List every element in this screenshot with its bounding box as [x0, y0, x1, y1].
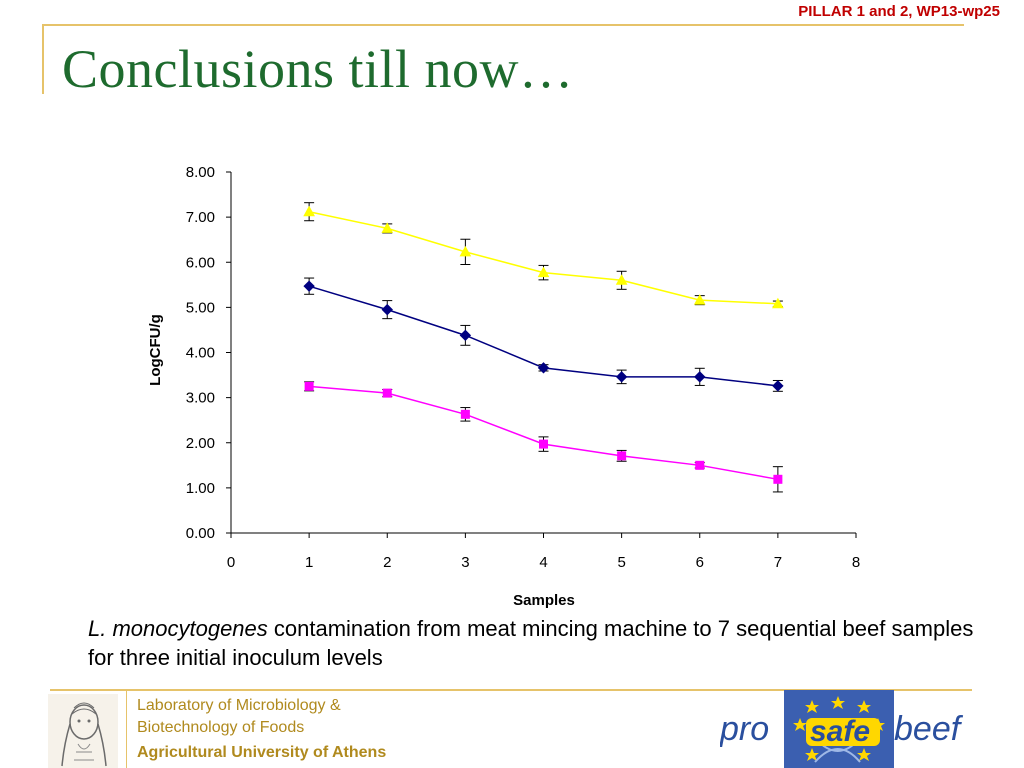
slide-title: Conclusions till now… — [62, 39, 574, 99]
left-rule — [42, 24, 44, 94]
x-tick-label: 1 — [305, 554, 313, 571]
chart-axes: 0.00 1.00 2.00 3.00 4.00 5.00 6.00 7.00 8.00 0 1 2 3… — [186, 164, 860, 571]
x-tick-label: 3 — [461, 554, 469, 571]
x-tick-label: 6 — [696, 554, 704, 571]
chart-caption: L. monocytogenes contamination from meat… — [88, 614, 988, 672]
chart: 0.00 1.00 2.00 3.00 4.00 5.00 6.00 7.00 8.00 0 1 2 3… — [147, 164, 860, 609]
y-tick-label: 6.00 — [186, 254, 215, 271]
lab-name-line2: Biotechnology of Foods — [137, 719, 305, 736]
caption-text: contamination from meat mincing machine … — [88, 616, 974, 670]
data-point — [459, 329, 472, 342]
y-tick-label: 4.00 — [186, 345, 215, 362]
series-line — [309, 385, 779, 481]
university-name: Agricultural University of Athens — [137, 744, 387, 761]
chart-series — [303, 202, 784, 493]
y-tick-label: 3.00 — [186, 390, 215, 407]
data-point — [381, 222, 394, 233]
y-tick-label: 1.00 — [186, 480, 215, 497]
footer-separator — [126, 689, 127, 768]
y-tick-label: 8.00 — [186, 164, 215, 181]
y-tick-label: 5.00 — [186, 299, 215, 316]
data-point — [460, 409, 470, 419]
top-rule — [42, 24, 964, 26]
footer-rule — [50, 689, 972, 691]
header-tag: PILLAR 1 and 2, WP13-wp25 — [798, 3, 1000, 20]
data-point — [459, 245, 472, 257]
x-tick-label: 2 — [383, 554, 391, 571]
data-point — [615, 371, 628, 383]
data-point — [772, 380, 784, 392]
data-point — [695, 460, 705, 470]
data-point — [617, 451, 627, 461]
data-point — [304, 381, 314, 391]
y-tick-label: 7.00 — [186, 209, 215, 226]
prosafebeef-logo: pro safe beef — [720, 690, 964, 768]
data-point — [537, 266, 550, 278]
data-point — [382, 388, 392, 398]
data-point — [539, 439, 548, 449]
lab-name-line1: Laboratory of Microbiology & — [137, 697, 341, 714]
logo-text-beef: beef — [894, 710, 964, 748]
data-point — [537, 362, 550, 374]
x-tick-label: 5 — [617, 554, 625, 571]
logo-text-pro: pro — [720, 710, 769, 748]
y-tick-label: 0.00 — [186, 525, 215, 542]
caption-species: L. monocytogenes — [88, 616, 268, 641]
data-point — [693, 294, 706, 305]
x-tick-label: 4 — [539, 554, 547, 571]
data-point — [615, 274, 628, 285]
data-point — [303, 280, 315, 292]
logo-text-safe: safe — [810, 715, 870, 748]
x-axis-label: Samples — [513, 592, 575, 609]
data-point — [772, 297, 784, 309]
x-tick-label: 0 — [227, 554, 235, 571]
data-point — [694, 371, 706, 383]
x-tick-label: 8 — [852, 554, 860, 571]
y-tick-label: 2.00 — [186, 435, 215, 452]
x-tick-label: 7 — [774, 554, 782, 571]
series-line — [308, 210, 778, 305]
data-point — [303, 205, 315, 217]
university-emblem-icon — [48, 694, 118, 768]
data-point — [381, 303, 393, 316]
data-point — [773, 474, 783, 484]
y-axis-label: LogCFU/g — [147, 314, 164, 386]
